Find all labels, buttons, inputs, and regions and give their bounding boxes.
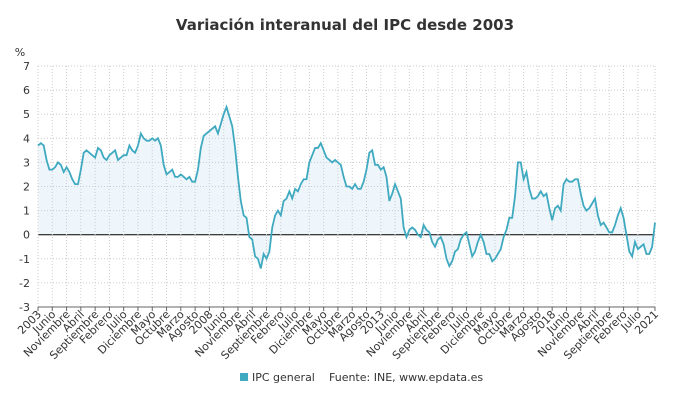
line — [37, 104, 656, 269]
y-tick-label: 5 — [23, 108, 30, 121]
y-tick-label: -2 — [19, 277, 30, 290]
chart-title: Variación interanual del IPC desde 2003 — [176, 16, 514, 34]
source: Fuente: INE, www.epdata.es — [329, 371, 483, 384]
y-tick-label: 7 — [23, 60, 30, 73]
y-tick-label: 3 — [23, 156, 30, 169]
legend-swatch — [240, 373, 248, 381]
y-tick-label: -1 — [19, 253, 30, 266]
y-tick-label: 1 — [23, 205, 30, 218]
y-axis-label: % — [15, 46, 25, 59]
y-tick-label: 6 — [23, 84, 30, 97]
legend-label: IPC general — [252, 371, 315, 384]
y-tick-label: 0 — [23, 229, 30, 242]
y-tick-label: 4 — [23, 132, 30, 145]
y-tick-label: 2 — [23, 181, 30, 194]
area-fill — [38, 106, 655, 269]
y-tick-label: -3 — [19, 301, 30, 314]
